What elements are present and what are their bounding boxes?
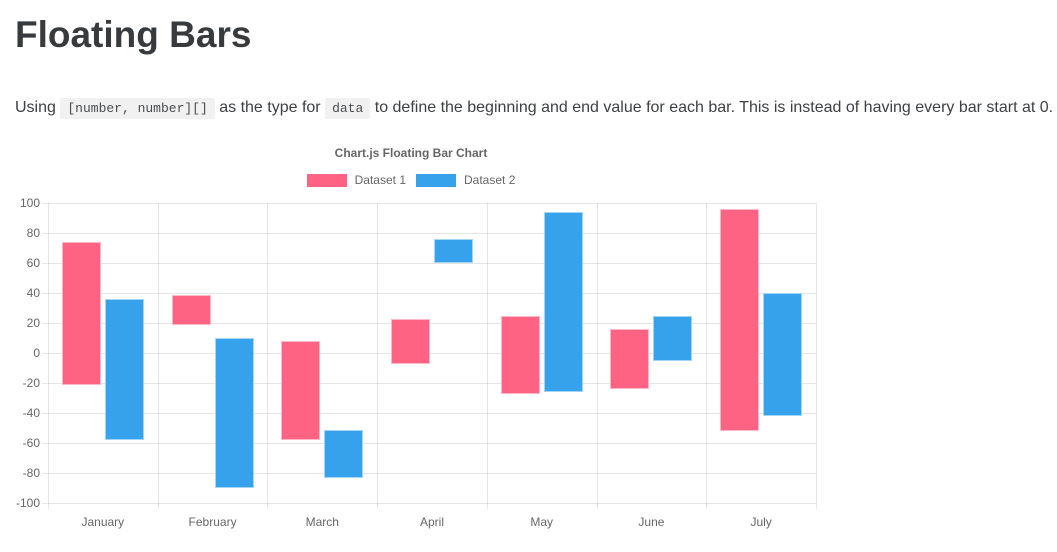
y-axis-label: -80 <box>22 466 40 480</box>
y-axis-label: 60 <box>26 256 40 270</box>
y-tick <box>42 503 48 504</box>
chart-title: Chart.js Floating Bar Chart <box>334 146 488 160</box>
chart-legend: Dataset 1 Dataset 2 <box>5 173 817 187</box>
x-axis-label: April <box>419 515 444 529</box>
bar-dataset-1-february[interactable] <box>171 294 211 325</box>
bar-dataset-2-january[interactable] <box>104 299 144 440</box>
y-axis-label: -100 <box>15 496 40 510</box>
x-axis-label: May <box>530 515 554 529</box>
bar-dataset-2-july[interactable] <box>763 293 803 416</box>
y-axis-label: -40 <box>22 406 40 420</box>
legend-item-dataset-2[interactable]: Dataset 2 <box>416 173 515 187</box>
y-tick <box>42 233 48 234</box>
legend-label: Dataset 1 <box>354 173 406 187</box>
bar-dataset-1-april[interactable] <box>391 318 430 364</box>
x-tick <box>706 503 708 509</box>
y-axis-label: 40 <box>26 286 40 300</box>
y-gridline <box>48 443 816 444</box>
bar-dataset-2-march[interactable] <box>324 429 364 478</box>
y-tick <box>42 443 48 444</box>
x-gridline <box>486 203 488 503</box>
code-number-type: [number, number][] <box>60 98 215 119</box>
x-tick <box>486 503 488 509</box>
y-tick <box>42 293 48 294</box>
description-text-2: as the type for <box>214 99 326 116</box>
y-gridline <box>48 263 816 264</box>
x-axis-label: March <box>305 515 339 529</box>
x-tick <box>267 503 269 509</box>
legend-swatch <box>416 173 456 187</box>
description: Using [number, number][] as the type for… <box>15 96 1055 121</box>
x-gridline <box>48 203 49 503</box>
y-gridline <box>48 413 816 414</box>
y-axis-label: 80 <box>26 226 40 240</box>
x-gridline <box>377 203 379 503</box>
description-text-1: Using <box>15 99 61 116</box>
x-tick <box>157 503 159 509</box>
y-gridline <box>48 233 816 234</box>
y-gridline <box>48 203 816 204</box>
bar-dataset-1-july[interactable] <box>720 209 760 431</box>
code-data: data <box>325 98 371 119</box>
x-axis-label: July <box>750 515 772 529</box>
y-tick <box>42 473 48 474</box>
y-gridline <box>48 293 816 294</box>
floating-bar-chart[interactable]: Chart.js Floating Bar Chart Dataset 1 Dat… <box>5 140 817 545</box>
x-gridline <box>816 203 817 503</box>
y-axis-label: -20 <box>22 376 40 390</box>
x-gridline <box>267 203 269 503</box>
y-axis-label: 20 <box>26 316 40 330</box>
y-tick <box>42 353 48 354</box>
x-tick <box>48 503 49 509</box>
bar-dataset-2-april[interactable] <box>434 239 473 263</box>
y-gridline <box>48 473 816 474</box>
y-tick <box>42 413 48 414</box>
description-text-3: to define the beginning and end value fo… <box>370 99 1054 116</box>
x-tick <box>377 503 379 509</box>
y-gridline <box>48 353 816 354</box>
y-tick <box>42 383 48 384</box>
bar-dataset-2-may[interactable] <box>543 212 583 392</box>
x-gridline <box>596 203 598 503</box>
y-gridline <box>48 383 816 384</box>
legend-label: Dataset 2 <box>464 173 516 187</box>
bar-dataset-1-may[interactable] <box>500 315 540 394</box>
y-tick <box>42 203 48 204</box>
bar-dataset-1-january[interactable] <box>61 242 101 385</box>
bar-dataset-2-june[interactable] <box>653 315 693 361</box>
legend-item-dataset-1[interactable]: Dataset 1 <box>306 173 406 187</box>
y-gridline <box>48 503 816 504</box>
x-axis-label: June <box>638 515 665 529</box>
bar-dataset-1-march[interactable] <box>281 341 321 440</box>
x-tick <box>816 503 817 509</box>
bar-dataset-2-february[interactable] <box>214 338 254 488</box>
bar-dataset-1-june[interactable] <box>610 329 650 389</box>
y-tick <box>42 323 48 324</box>
x-axis-label: January <box>81 515 125 529</box>
y-axis-label: 100 <box>19 196 40 210</box>
x-gridline <box>706 203 708 503</box>
x-gridline <box>157 203 159 503</box>
y-axis-label: -60 <box>22 436 40 450</box>
page-title: Floating Bars <box>15 14 252 55</box>
y-axis-label: 0 <box>33 346 40 360</box>
x-axis-label: February <box>188 515 237 529</box>
y-tick <box>42 263 48 264</box>
x-tick <box>596 503 598 509</box>
y-gridline <box>48 323 816 324</box>
legend-swatch <box>306 173 347 187</box>
